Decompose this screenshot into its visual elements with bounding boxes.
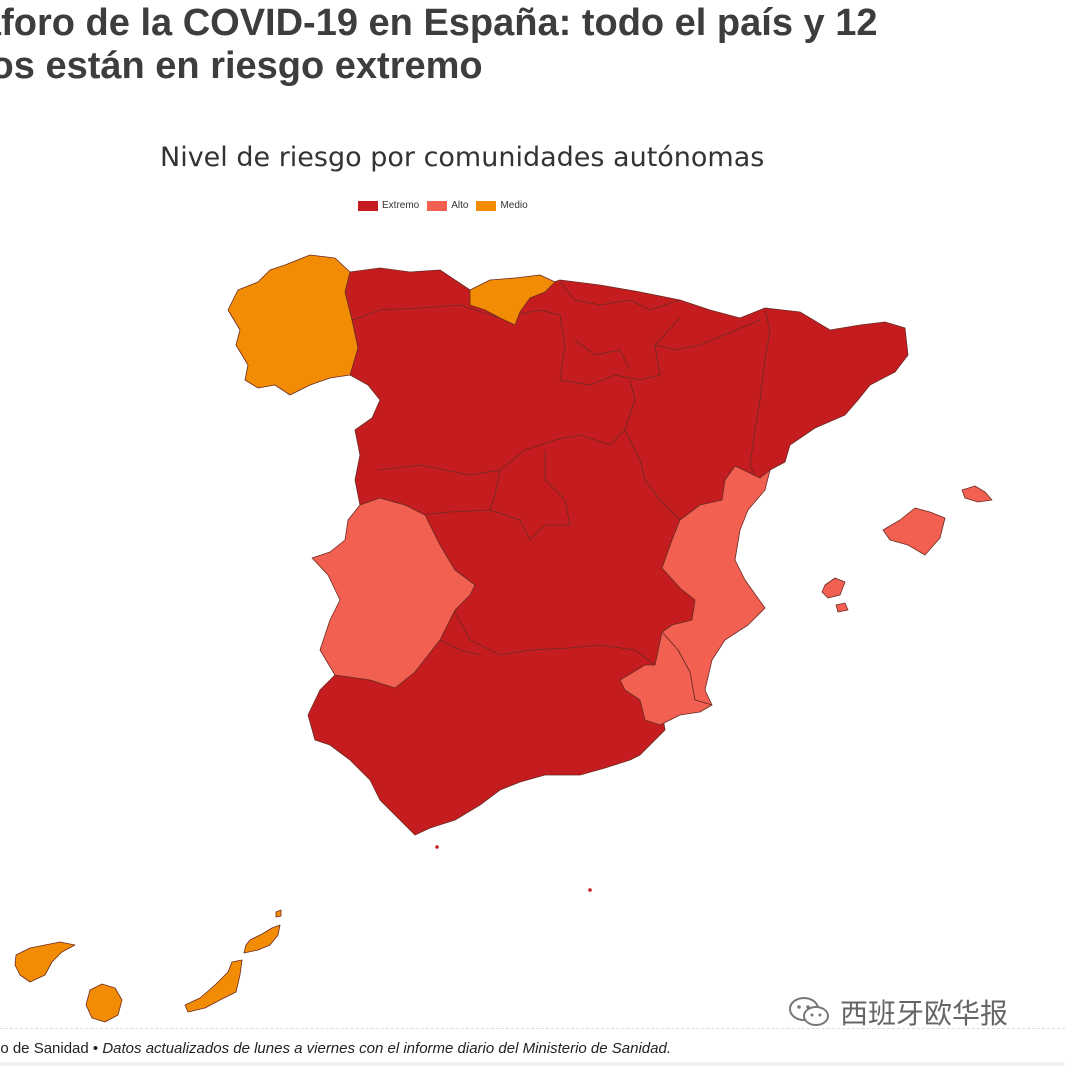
region-medio-galicia[interactable] — [227, 254, 359, 396]
legend-label-alto: Alto — [451, 200, 469, 211]
headline: áforo de la COVID-19 en España: todo el … — [0, 2, 1060, 88]
legend-swatch-alto — [427, 200, 448, 211]
region-alto-ibiza[interactable] — [821, 577, 846, 599]
legend-label-medio: Medio — [500, 200, 528, 211]
footer-source: rio de Sanidad • Datos actualizados de l… — [0, 1040, 671, 1057]
headline-line-1: áforo de la COVID-19 en España: todo el … — [0, 2, 878, 44]
footer-separator: • — [88, 1040, 103, 1057]
region-alto-mallorca[interactable] — [882, 507, 946, 556]
legend-swatch-medio — [476, 200, 497, 211]
footer-bar — [0, 1062, 1065, 1066]
region-medio-fuerteventura[interactable] — [184, 959, 243, 1013]
region-alto-formentera[interactable] — [835, 602, 849, 613]
community-borders — [351, 281, 771, 666]
region-medio-gran-canaria[interactable] — [85, 983, 123, 1023]
region-medio-lanzarote[interactable] — [243, 924, 281, 954]
map-title: Nivel de riesgo por comunidades autónoma… — [160, 142, 765, 173]
region-ceuta[interactable] — [435, 845, 439, 849]
legend-label-extremo: Extremo — [382, 200, 420, 211]
watermark: 西班牙欧华报 — [788, 992, 1008, 1032]
legend-item-medio[interactable]: Medio — [476, 200, 528, 211]
legend-swatch-extremo — [358, 200, 378, 211]
footer-note: Datos actualizados de lunes a viernes co… — [102, 1040, 671, 1057]
footer-divider — [0, 1028, 1065, 1029]
region-medio-cantabria[interactable] — [469, 274, 556, 326]
wechat-icon — [789, 997, 829, 1026]
legend-item-extremo[interactable]: Extremo — [358, 200, 419, 211]
legend: Extremo Alto Medio — [358, 200, 528, 211]
watermark-text: 西班牙欧华报 — [840, 997, 1009, 1030]
region-medio-tenerife[interactable] — [14, 941, 76, 983]
region-alto-murcia[interactable] — [619, 631, 713, 726]
region-medio-la-graciosa[interactable] — [275, 909, 282, 918]
region-alto-extremadura[interactable] — [311, 497, 476, 689]
region-alto-menorca[interactable] — [961, 485, 993, 503]
headline-line-2: ios están en riesgo extremo — [0, 45, 483, 87]
footer-source-name: rio de Sanidad — [0, 1040, 89, 1057]
region-melilla[interactable] — [588, 888, 592, 892]
legend-item-alto[interactable]: Alto — [427, 200, 468, 211]
